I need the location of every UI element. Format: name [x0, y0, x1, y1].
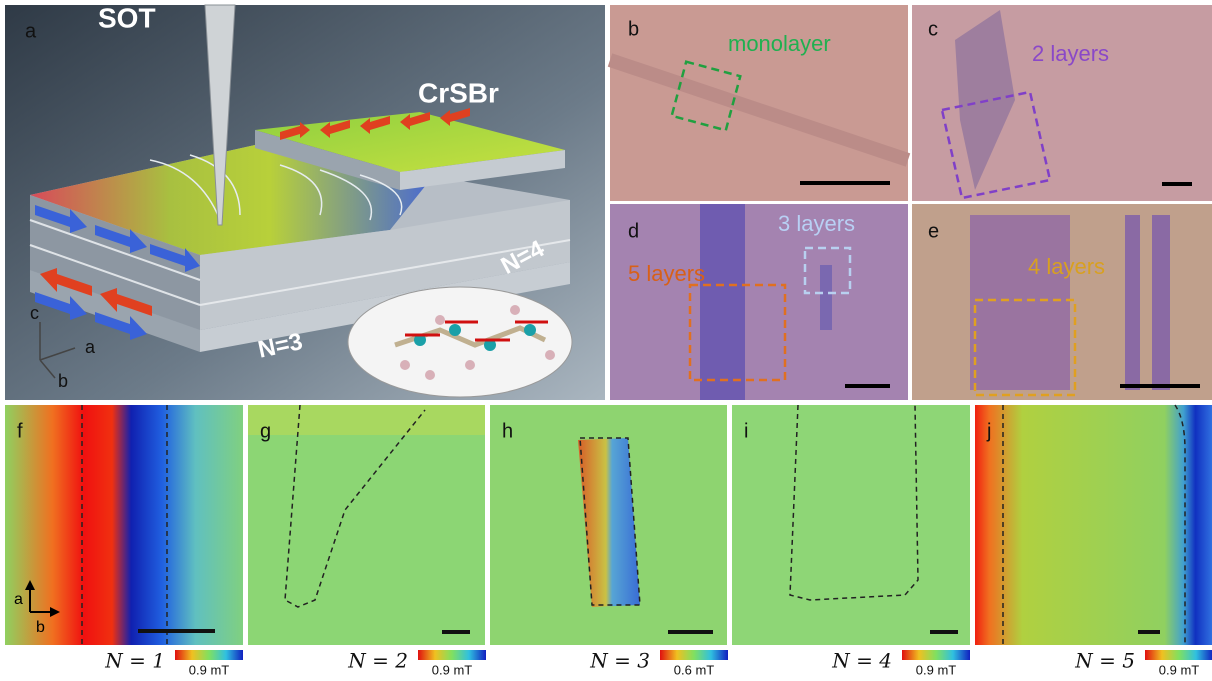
colorbar — [1145, 650, 1212, 660]
annotation: 2 layers — [1032, 41, 1109, 66]
field-map — [732, 405, 970, 645]
panel-background — [610, 204, 908, 400]
flake — [970, 215, 1070, 390]
field-map — [975, 405, 1212, 645]
axis-label: a — [85, 337, 96, 357]
panel-e: e 4 layers — [912, 204, 1212, 400]
panel-d: d 3 layers 5 layers — [610, 204, 908, 400]
panel-label: g — [260, 420, 271, 442]
panel-b: b monolayer — [610, 5, 908, 201]
panel-label: j — [986, 420, 991, 442]
axis-label: b — [58, 371, 68, 391]
annotation: 5 layers — [628, 261, 705, 286]
flake — [1152, 215, 1170, 390]
panel-label: e — [928, 220, 939, 242]
map-j — [975, 405, 1212, 645]
caption: N = 2 — [347, 649, 408, 673]
map-g — [248, 405, 485, 645]
map-h — [490, 405, 727, 645]
caption: N = 4 — [831, 649, 892, 673]
panel-label: c — [928, 18, 938, 40]
panel-label: b — [628, 18, 639, 40]
annotation: 3 layers — [778, 211, 855, 236]
colorbar-label: 0.9 mT — [432, 662, 473, 677]
panel-label: h — [502, 420, 513, 442]
panel-c: c 2 layers — [912, 5, 1212, 201]
colorbar-label: 0.6 mT — [674, 662, 715, 677]
panel-a: a SOT CrSBr N=4 N=3 c a b — [5, 2, 605, 400]
caption: N = 1 — [104, 649, 165, 673]
field-map — [5, 405, 243, 645]
inset — [348, 287, 572, 397]
flake — [820, 265, 832, 330]
annotation: 4 layers — [1028, 254, 1105, 279]
colorbar-label: 0.9 mT — [916, 662, 957, 677]
annotation: monolayer — [728, 31, 831, 56]
panel-label: f — [17, 420, 23, 442]
axis-label: a — [14, 591, 23, 608]
colorbar — [418, 650, 486, 660]
colorbar — [175, 650, 243, 660]
colorbar — [902, 650, 970, 660]
axis-label: c — [30, 303, 39, 323]
field-map — [248, 405, 485, 645]
tip-label: SOT — [98, 2, 156, 33]
flake — [700, 204, 745, 400]
colorbar-label: 0.9 mT — [189, 662, 230, 677]
field-map-band — [248, 405, 485, 435]
panel-label: a — [25, 20, 37, 42]
colorbar — [660, 650, 728, 660]
flake — [1125, 215, 1140, 390]
material-label: CrSBr — [418, 77, 499, 108]
map-f: a b — [5, 405, 243, 645]
caption: N = 5 — [1074, 649, 1135, 673]
figure: a SOT CrSBr N=4 N=3 c a b b monolayer c … — [0, 0, 1212, 681]
panel-background — [912, 5, 1212, 201]
caption: N = 3 — [589, 649, 650, 673]
panel-label: d — [628, 220, 639, 242]
panel-label: i — [744, 420, 748, 442]
axis-label: b — [36, 619, 45, 636]
colorbar-label: 0.9 mT — [1159, 662, 1200, 677]
map-i — [732, 405, 970, 645]
